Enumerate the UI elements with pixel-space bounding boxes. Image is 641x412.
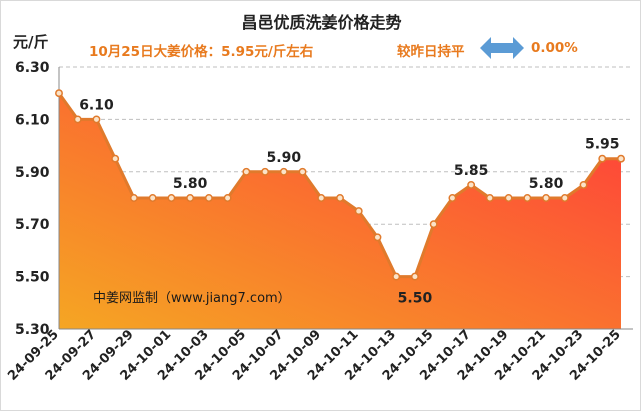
y-tick-label: 5.30 <box>15 322 50 338</box>
data-point <box>392 272 401 281</box>
data-label: 5.85 <box>454 163 489 179</box>
data-point <box>73 115 82 124</box>
data-point <box>373 233 382 242</box>
label-layer: 6.10 5.80 5.90 5.50 5.85 5.80 5.95 <box>79 97 619 306</box>
data-label: 5.90 <box>267 150 302 166</box>
data-point <box>148 194 157 202</box>
data-point <box>223 194 232 202</box>
data-label: 5.80 <box>173 176 208 192</box>
data-point <box>242 167 251 176</box>
data-point <box>55 89 63 98</box>
data-point <box>467 180 476 189</box>
y-tick-label: 6.10 <box>15 112 50 128</box>
data-point <box>579 180 588 189</box>
price-area <box>59 93 621 329</box>
data-point <box>598 154 607 163</box>
line-layer <box>55 89 625 281</box>
double-arrow-icon <box>480 37 524 59</box>
data-point <box>279 167 288 176</box>
data-point <box>523 194 532 202</box>
data-point <box>560 194 569 202</box>
data-point <box>298 167 307 176</box>
data-point <box>167 194 176 202</box>
data-point <box>261 167 270 176</box>
data-point <box>92 115 101 124</box>
data-point <box>504 194 513 202</box>
y-tick-label: 5.50 <box>15 270 50 286</box>
data-label: 5.50 <box>398 291 433 307</box>
data-point <box>617 154 625 163</box>
change-percent: 0.00% <box>531 40 578 56</box>
data-point <box>317 194 326 202</box>
data-point <box>354 207 363 216</box>
y-tick-label: 6.30 <box>15 60 50 76</box>
data-point <box>186 194 195 202</box>
y-tick-label: 5.90 <box>15 165 50 181</box>
data-label: 5.80 <box>529 176 564 192</box>
data-point <box>410 272 419 281</box>
data-point <box>485 194 494 202</box>
data-point <box>448 194 457 202</box>
data-point <box>336 194 344 202</box>
price-info: 10月25日大姜价格：5.95元/斤左右 <box>89 44 314 60</box>
y-tick-label: 5.70 <box>15 217 50 233</box>
data-point <box>129 194 138 202</box>
change-label: 较昨日持平 <box>397 44 465 60</box>
data-label: 5.95 <box>585 137 620 153</box>
data-point <box>111 154 120 163</box>
data-point <box>429 220 438 229</box>
watermark: 中姜网监制（www.jiang7.com） <box>93 291 291 306</box>
data-label: 6.10 <box>79 97 114 113</box>
chart-title: 昌邑优质洗姜价格走势 <box>241 13 402 32</box>
data-point <box>204 194 213 202</box>
area-layer <box>59 93 621 329</box>
y-axis-unit: 元/斤 <box>13 33 49 51</box>
data-point <box>542 194 551 202</box>
